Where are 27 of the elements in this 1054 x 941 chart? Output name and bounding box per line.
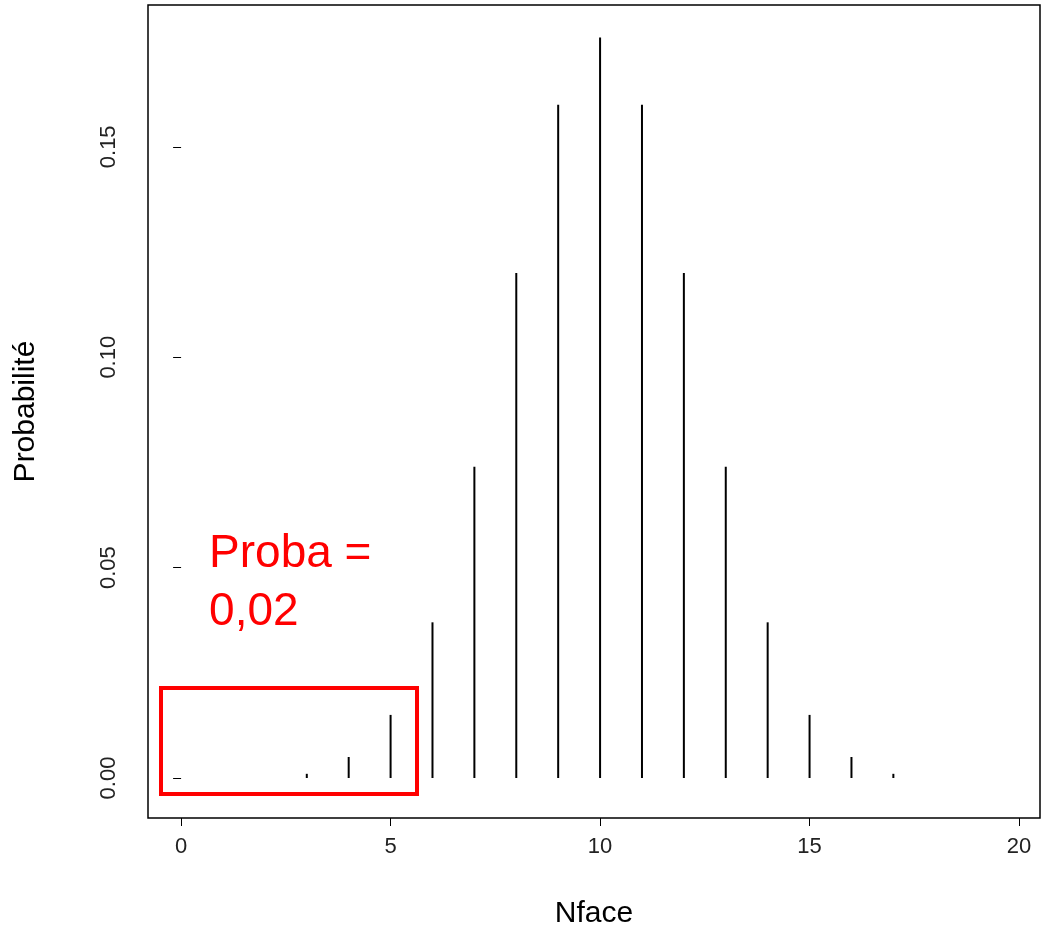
bar bbox=[515, 273, 518, 779]
x-tick-label: 20 bbox=[1006, 832, 1032, 858]
x-tick-label: 15 bbox=[797, 832, 822, 858]
y-axis-title: Probabilité bbox=[6, 340, 40, 483]
x-tick-label: 0 bbox=[174, 832, 188, 858]
bar bbox=[347, 756, 350, 779]
bar bbox=[892, 773, 895, 779]
annotation: Proba = 0,02 bbox=[209, 524, 373, 637]
bar bbox=[305, 773, 308, 779]
x-tick-label: 10 bbox=[587, 832, 613, 858]
bar bbox=[850, 756, 853, 779]
bar bbox=[389, 714, 392, 779]
bar bbox=[682, 273, 685, 779]
bar bbox=[599, 37, 602, 779]
y-tick-label: 0.00 bbox=[94, 756, 120, 800]
bar bbox=[473, 466, 476, 779]
bar bbox=[724, 466, 727, 779]
y-tick-label: 0.10 bbox=[94, 335, 120, 379]
y-tick-label: 0.05 bbox=[94, 546, 120, 590]
bar bbox=[640, 104, 643, 779]
bar bbox=[557, 104, 560, 779]
bar bbox=[431, 622, 434, 779]
x-tick-label: 5 bbox=[384, 832, 397, 858]
bar bbox=[808, 714, 811, 779]
bar bbox=[766, 622, 769, 779]
x-axis-title: Nface bbox=[554, 894, 634, 928]
y-tick-label: 0.15 bbox=[94, 125, 120, 169]
